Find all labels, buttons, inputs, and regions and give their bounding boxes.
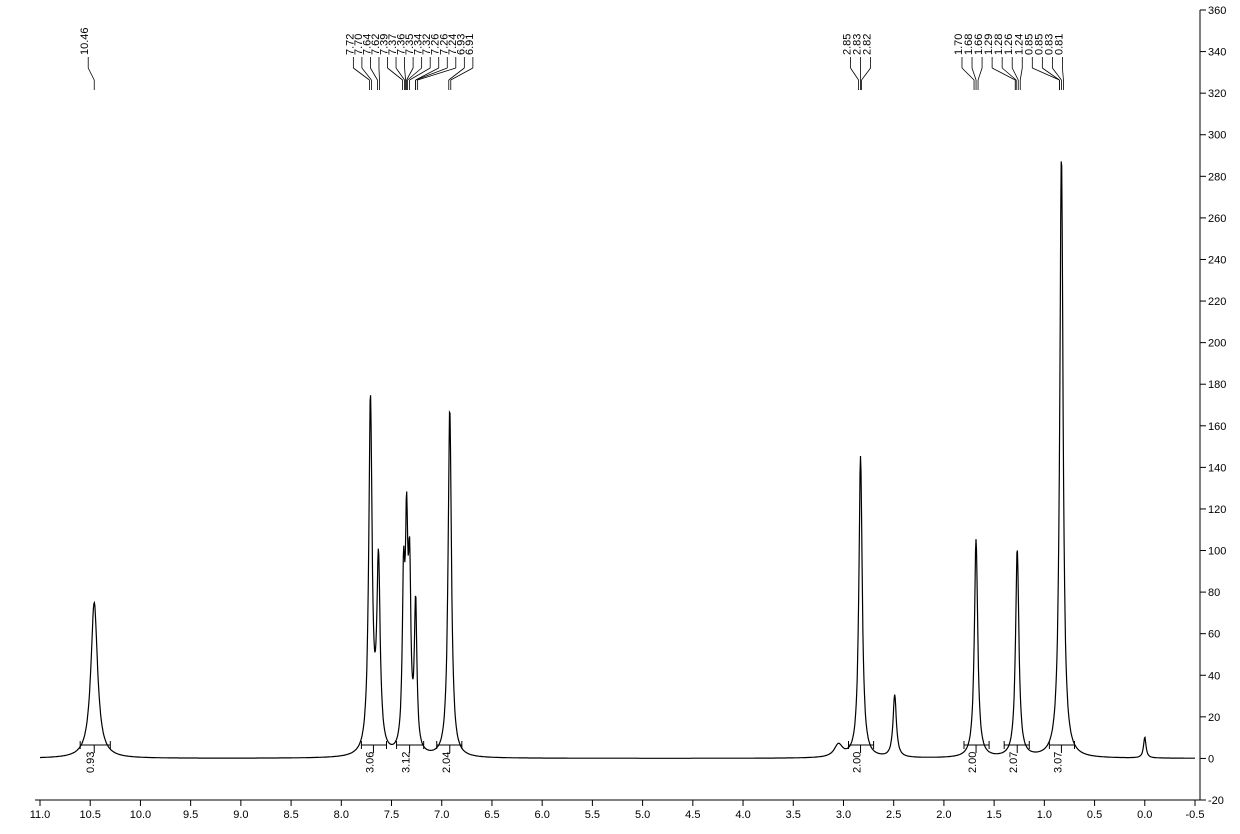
x-tick-label: 2.5 [886,809,901,821]
y-tick-label: 340 [1208,47,1226,59]
x-tick-label: 2.0 [936,809,951,821]
x-tick-label: 9.5 [183,809,198,821]
x-tick-label: 3.0 [836,809,851,821]
y-tick-label: 260 [1208,213,1226,225]
x-tick-label: 8.0 [334,809,349,821]
spectrum-line [40,161,1195,758]
integral-value: 3.06 [364,752,376,773]
x-tick-label: -0.5 [1186,809,1205,821]
x-tick-label: 7.5 [384,809,399,821]
x-tick-label: 4.0 [735,809,750,821]
integral-value: 2.04 [441,752,453,773]
x-tick-label: 10.0 [130,809,151,821]
x-tick-label: 5.5 [585,809,600,821]
x-tick-label: 5.0 [635,809,650,821]
peak-label-line [978,68,982,80]
x-tick-label: 6.0 [535,809,550,821]
y-tick-label: 140 [1208,462,1226,474]
nmr-svg: 11.0 10.5 10.0 9.5 9.0 8.5 8.0 7.5 7.0 6.5 6.0 5.5 5… [0,0,1240,834]
y-tick-label: -20 [1208,795,1224,807]
integral-value: 0.93 [85,752,97,773]
x-tick-label: 8.5 [283,809,298,821]
peak-label-line [1012,68,1018,80]
y-tick-label: 240 [1208,254,1226,266]
peak-label-line [88,68,94,80]
y-tick-label: 200 [1208,338,1226,350]
x-tick-label: 0.5 [1087,809,1102,821]
y-tick-label: 120 [1208,504,1226,516]
y-tick-label: 0 [1208,753,1214,765]
peak-label-line [1062,68,1063,80]
peak-label: 0.81 [1053,34,1065,55]
peak-label: 2.82 [862,34,874,55]
x-tick-label: 0.0 [1137,809,1152,821]
y-tick-label: 360 [1208,5,1226,17]
peak-label: 6.91 [464,34,476,55]
peak-label-line [379,68,380,80]
peak-label-line [862,68,871,80]
y-tick-label: 20 [1208,712,1220,724]
y-tick-label: 40 [1208,670,1220,682]
peak-label-line [851,68,859,80]
y-tick-label: 100 [1208,546,1226,558]
y-tick-label: 300 [1208,130,1226,142]
peak-label-line [418,68,456,80]
nmr-spectrum-chart: 11.0 10.5 10.0 9.5 9.0 8.5 8.0 7.5 7.0 6.5 6.0 5.5 5… [0,0,1240,834]
x-tick-label: 3.5 [786,809,801,821]
x-tick-label: 11.0 [30,809,51,821]
y-tick-label: 280 [1208,171,1226,183]
integral-value: 3.07 [1052,752,1064,773]
peak-label-line [1032,68,1059,80]
y-tick-label: 60 [1208,629,1220,641]
x-tick-label: 1.5 [986,809,1001,821]
y-tick-label: 320 [1208,88,1226,100]
x-tick-label: 9.0 [233,809,248,821]
y-tick-label: 80 [1208,587,1220,599]
y-tick-label: 180 [1208,379,1226,391]
peak-label-line [1020,68,1022,80]
x-tick-label: 4.5 [685,809,700,821]
integral-value: 2.00 [852,752,864,773]
x-tick-label: 1.0 [1037,809,1052,821]
peak-label-line [370,68,377,80]
integral-value: 3.12 [401,752,413,773]
y-tick-label: 220 [1208,296,1226,308]
peak-label: 10.46 [79,27,91,55]
x-tick-label: 10.5 [80,809,101,821]
peak-label-line [405,68,406,80]
x-tick-label: 6.5 [484,809,499,821]
y-tick-label: 160 [1208,421,1226,433]
x-tick-label: 7.0 [434,809,449,821]
integral-value: 2.00 [967,752,979,773]
integral-value: 2.07 [1008,752,1020,773]
